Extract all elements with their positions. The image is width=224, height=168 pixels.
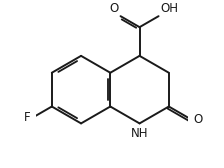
Text: O: O xyxy=(193,113,202,126)
Text: F: F xyxy=(24,111,31,124)
Text: O: O xyxy=(109,2,118,15)
Text: NH: NH xyxy=(131,127,148,140)
Text: OH: OH xyxy=(160,2,178,15)
